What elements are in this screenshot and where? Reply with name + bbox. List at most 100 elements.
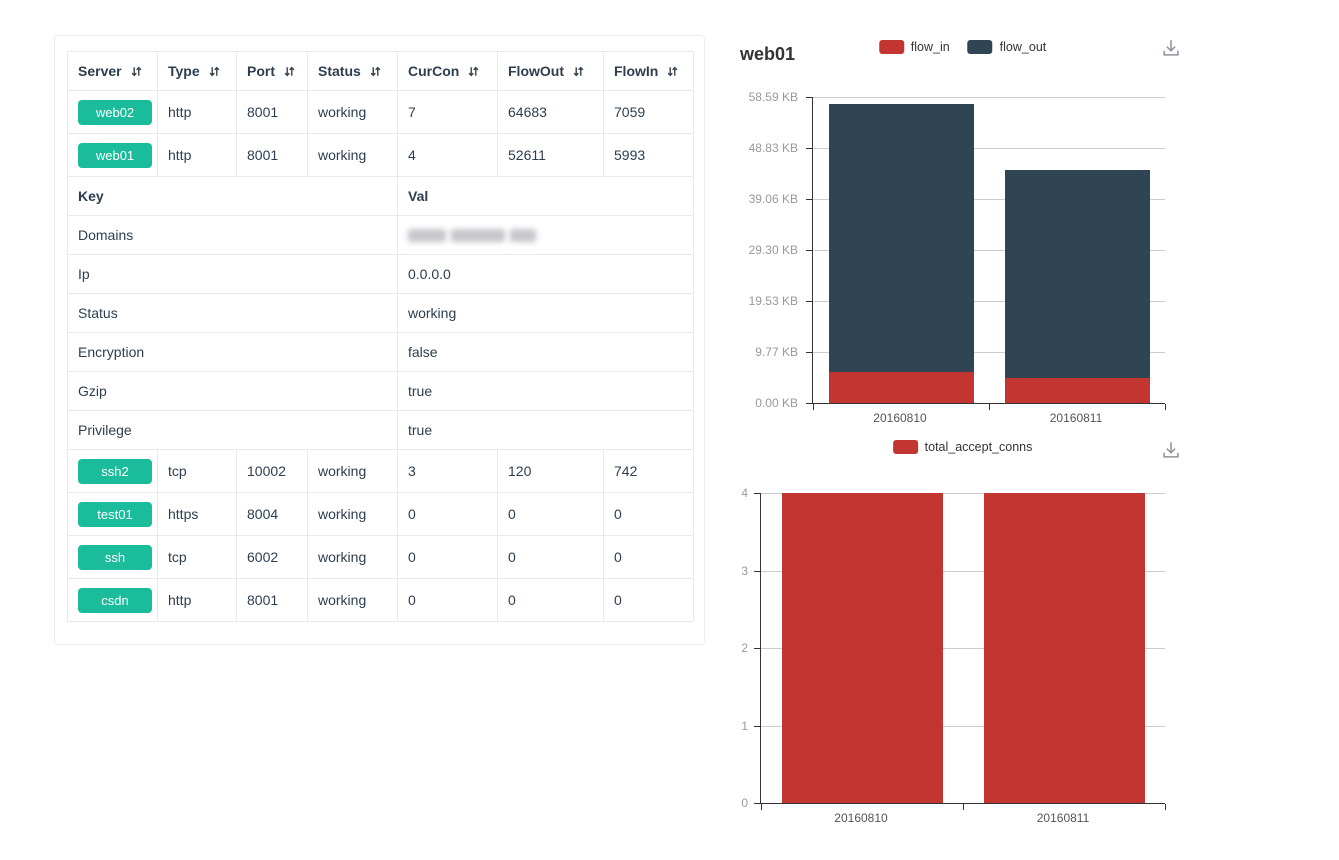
column-header-label: Server bbox=[78, 63, 122, 79]
gridline bbox=[813, 199, 1165, 200]
kv-val: working bbox=[397, 293, 694, 333]
gridline bbox=[761, 725, 1165, 727]
server-badge[interactable]: ssh2 bbox=[78, 458, 152, 484]
column-header-flowout[interactable]: FlowOut bbox=[497, 51, 604, 91]
cell-flowout: 0 bbox=[497, 535, 604, 579]
cell-flowin: 0 bbox=[603, 492, 694, 536]
bar-flow_out-20160810[interactable] bbox=[828, 104, 974, 373]
y-axis-labels: 0 1 2 3 4 bbox=[735, 486, 754, 810]
gridline bbox=[813, 301, 1165, 302]
server-badge[interactable]: csdn bbox=[78, 587, 152, 613]
x-axis-tick bbox=[813, 404, 814, 410]
server-row-web02: web02 http 8001 working 7 64683 7059 bbox=[67, 90, 694, 134]
x-axis-label: 20160811 bbox=[1049, 411, 1103, 425]
column-header-curcon[interactable]: CurCon bbox=[397, 51, 498, 91]
cell-port: 10002 bbox=[236, 449, 308, 493]
sort-icon bbox=[284, 66, 295, 77]
column-header-label: FlowOut bbox=[508, 63, 564, 79]
gridline bbox=[761, 493, 1165, 494]
kv-header-row: Key Val bbox=[67, 176, 694, 216]
cell-type: http bbox=[157, 90, 237, 134]
x-axis-label: 20160811 bbox=[1036, 811, 1090, 825]
cell-port: 8001 bbox=[236, 133, 308, 177]
cell-flowin: 742 bbox=[603, 449, 694, 493]
bar-total_accept_conns-20160811[interactable] bbox=[983, 493, 1145, 803]
cell-port: 8004 bbox=[236, 492, 308, 536]
y-axis-label: 4 bbox=[741, 486, 748, 500]
bar-flow_out-20160811[interactable] bbox=[1004, 170, 1150, 379]
kv-row-gzip: Gzip true bbox=[67, 371, 694, 411]
cell-flowin: 0 bbox=[603, 535, 694, 579]
cell-status: working bbox=[307, 578, 398, 622]
server-row-ssh2: ssh2 tcp 10002 working 3 120 742 bbox=[67, 449, 694, 493]
y-axis-label: 29.30 KB bbox=[748, 243, 798, 257]
cell-port: 8001 bbox=[236, 90, 308, 134]
cell-flowin: 5993 bbox=[603, 133, 694, 177]
sort-icon bbox=[370, 66, 381, 77]
x-axis-tick bbox=[989, 404, 990, 410]
x-axis-labels: 20160810 20160811 bbox=[760, 811, 1164, 827]
y-axis-label: 39.06 KB bbox=[748, 192, 798, 206]
column-header-flowin[interactable]: FlowIn bbox=[603, 51, 694, 91]
y-axis-label: 2 bbox=[741, 641, 748, 655]
kv-key: Status bbox=[67, 293, 398, 333]
server-badge[interactable]: test01 bbox=[78, 501, 152, 527]
legend-item-total_accept_conns[interactable]: total_accept_conns bbox=[892, 440, 1033, 454]
download-chart-button[interactable] bbox=[1160, 37, 1182, 59]
column-header-label: FlowIn bbox=[614, 63, 659, 79]
y-axis-label: 0.00 KB bbox=[755, 396, 798, 410]
bar-flow_in-20160811[interactable] bbox=[1004, 378, 1150, 403]
kv-val: true bbox=[397, 371, 694, 411]
bar-total_accept_conns-20160810[interactable] bbox=[781, 493, 943, 803]
kv-key: Encryption bbox=[67, 332, 398, 372]
kv-val: false bbox=[397, 332, 694, 372]
kv-val: true bbox=[397, 410, 694, 450]
cell-flowin: 7059 bbox=[603, 90, 694, 134]
kv-header-key: Key bbox=[67, 176, 398, 216]
cell-type: https bbox=[157, 492, 237, 536]
table-header-row: Server Type Port Status CurCon FlowOut F… bbox=[67, 51, 694, 91]
server-badge[interactable]: web01 bbox=[78, 142, 152, 168]
cell-curcon: 3 bbox=[397, 449, 498, 493]
download-icon bbox=[1163, 40, 1179, 56]
legend-label: total_accept_conns bbox=[924, 440, 1033, 454]
column-header-server[interactable]: Server bbox=[67, 51, 158, 91]
server-badge[interactable]: web02 bbox=[78, 99, 152, 125]
server-badge[interactable]: ssh bbox=[78, 544, 152, 570]
column-header-status[interactable]: Status bbox=[307, 51, 398, 91]
legend-item-flow_in[interactable]: flow_in bbox=[878, 40, 950, 54]
server-row-test01: test01 https 8004 working 0 0 0 bbox=[67, 492, 694, 536]
y-axis-tick bbox=[754, 803, 760, 804]
kv-row-encryption: Encryption false bbox=[67, 332, 694, 372]
column-header-port[interactable]: Port bbox=[236, 51, 308, 91]
column-header-type[interactable]: Type bbox=[157, 51, 237, 91]
kv-key: Domains bbox=[67, 215, 398, 255]
cell-status: working bbox=[307, 133, 398, 177]
legend-swatch bbox=[892, 440, 918, 454]
y-axis-label: 48.83 KB bbox=[748, 141, 798, 155]
y-axis-label: 58.59 KB bbox=[748, 90, 798, 104]
cell-curcon: 4 bbox=[397, 133, 498, 177]
kv-row-ip: Ip 0.0.0.0 bbox=[67, 254, 694, 294]
y-axis-tick bbox=[806, 148, 812, 149]
server-table: Server Type Port Status CurCon FlowOut F… bbox=[67, 51, 694, 622]
domains-value-redacted bbox=[408, 228, 693, 242]
gridline bbox=[761, 570, 1165, 572]
legend-item-flow_out[interactable]: flow_out bbox=[967, 40, 1046, 54]
legend-label: flow_in bbox=[910, 40, 950, 54]
bar-flow_in-20160810[interactable] bbox=[828, 372, 974, 403]
download-chart-button[interactable] bbox=[1160, 439, 1182, 461]
sort-icon bbox=[131, 66, 141, 77]
gridline bbox=[813, 352, 1165, 353]
kv-row-domains: Domains bbox=[67, 215, 694, 255]
y-axis-tick bbox=[806, 97, 812, 98]
flow-chart: web01 flow_in flow_out 0.00 KB 9.77 KB 19.5… bbox=[735, 25, 1190, 425]
server-table-card: Server Type Port Status CurCon FlowOut F… bbox=[54, 35, 705, 645]
gridline bbox=[813, 148, 1165, 149]
sort-icon bbox=[468, 66, 479, 77]
chart-legend: flow_in flow_out bbox=[878, 40, 1046, 54]
y-axis-tick bbox=[754, 725, 760, 727]
kv-row-privilege: Privilege true bbox=[67, 410, 694, 450]
